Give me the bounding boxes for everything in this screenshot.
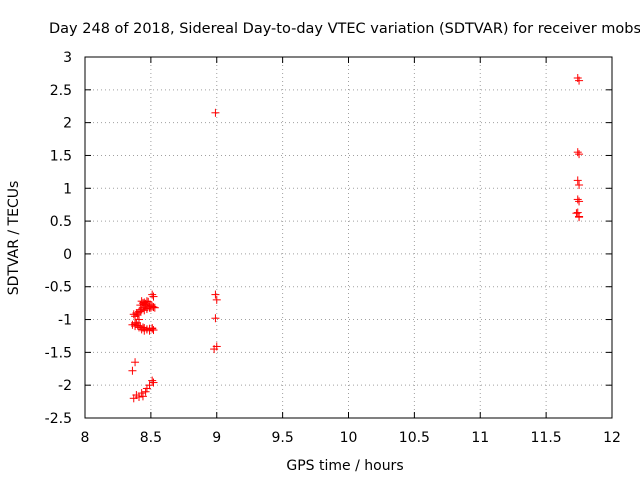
data-point (573, 195, 582, 204)
axis-ticks (84, 56, 613, 419)
data-point (133, 308, 142, 317)
data-point (573, 148, 582, 157)
data-point (137, 389, 146, 398)
data-point (575, 213, 584, 222)
chart-title: Day 248 of 2018, Sidereal Day-to-day VTE… (49, 21, 640, 37)
data-point (145, 302, 154, 311)
y-tick-label: -2 (58, 378, 72, 394)
data-point (141, 387, 150, 396)
data-point (575, 180, 584, 189)
grid-lines (85, 57, 612, 418)
data-point (211, 108, 220, 117)
data-point (149, 326, 158, 335)
x-tick-label: 9 (212, 430, 221, 446)
data-points (128, 74, 584, 403)
y-tick-label: -2.5 (45, 411, 72, 427)
data-point (148, 376, 157, 385)
x-tick-label: 8 (81, 430, 90, 446)
x-tick-label: 8.5 (140, 430, 162, 446)
data-point (128, 366, 137, 375)
x-tick-label: 11 (471, 430, 489, 446)
y-tick-label: 0 (63, 247, 72, 263)
data-point (138, 392, 147, 401)
x-tick-label: 11.5 (531, 430, 562, 446)
y-tick-label: 0.5 (50, 214, 72, 230)
data-point (573, 208, 582, 217)
y-tick-label: 2 (63, 116, 72, 132)
data-point (148, 290, 157, 299)
data-point (575, 197, 584, 206)
y-tick-label: 2.5 (50, 83, 72, 99)
y-tick-label: -1.5 (45, 345, 72, 361)
data-point (573, 176, 582, 185)
x-tick-label: 10.5 (399, 430, 430, 446)
data-point (211, 290, 220, 299)
y-axis-label: SDTVAR / TECUs (6, 181, 22, 296)
y-tick-label: -1 (58, 313, 72, 329)
x-tick-label: 12 (603, 430, 621, 446)
data-point (149, 292, 158, 301)
data-point (132, 318, 141, 327)
data-point (149, 378, 158, 387)
y-tick-label: 1.5 (50, 148, 72, 164)
x-axis-tick-labels: 8 8.5 9 9.5 10 10.5 11 11.5 12 (81, 430, 621, 446)
y-axis-tick-labels: 3 2.5 2 1.5 1 0.5 0 -0.5 -1 -1.5 -2 -2.5 (45, 50, 72, 427)
data-point (131, 322, 140, 331)
data-point (211, 314, 220, 323)
y-tick-label: 1 (63, 181, 72, 197)
data-point (131, 358, 140, 367)
data-point (575, 150, 584, 159)
data-point (212, 295, 221, 304)
y-tick-label: 3 (63, 50, 72, 66)
data-point (146, 303, 155, 312)
x-tick-label: 10 (340, 430, 358, 446)
data-point (148, 324, 157, 333)
x-tick-label: 9.5 (271, 430, 293, 446)
data-point (142, 297, 151, 306)
x-axis-label: GPS time / hours (286, 458, 403, 474)
data-point (212, 342, 221, 351)
y-tick-label: -0.5 (45, 280, 72, 296)
data-point (575, 76, 584, 85)
